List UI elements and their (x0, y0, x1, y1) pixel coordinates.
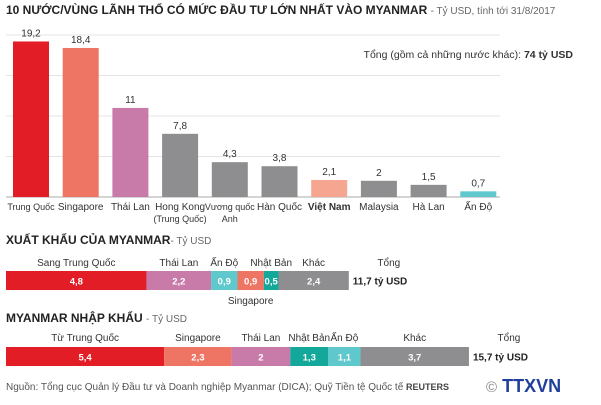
bar (261, 166, 298, 197)
import-title: MYANMAR NHẬP KHẨU - Tỷ USD (6, 311, 187, 325)
bar-value-label: 1,5 (422, 172, 436, 183)
segment (278, 271, 349, 290)
segment (231, 347, 291, 366)
import-subtitle: - Tỷ USD (146, 314, 187, 325)
category-label: Hàn Quốc (257, 201, 302, 213)
copyright-icon: © (486, 379, 498, 396)
segment-name: Thái Lan (159, 258, 198, 269)
import-stacked-bar: 5,4 Từ Trung Quốc 2,3 Singapore 2 Thái Lan 1,3… (6, 331, 528, 366)
category-label: Vương quốc (205, 202, 255, 212)
segment-name: Từ Trung Quốc (51, 332, 119, 344)
segment-value: 2,2 (172, 277, 185, 288)
export-subtitle: - Tỷ USD (170, 236, 212, 247)
category-label: Hà Lan (412, 202, 444, 213)
category-label: (Trung Quốc) (154, 214, 207, 224)
segment-name: Ấn Độ (331, 331, 359, 344)
bar (410, 184, 447, 197)
category-label: Anh (222, 214, 238, 224)
segment-value: 1,1 (338, 353, 352, 364)
bar-value-label: 19,2 (21, 28, 41, 39)
segment-value: 0,5 (265, 277, 279, 288)
bar (311, 179, 348, 197)
total-investment-note: Tổng (gồm cả những nước khác): 74 tỷ USD (364, 49, 573, 61)
bar-value-label: 0,7 (471, 178, 485, 189)
segment-value: 2 (258, 353, 263, 364)
segment-value: 0,9 (218, 277, 231, 288)
bar (162, 133, 199, 197)
segment-name: Singapore (175, 333, 221, 344)
bar-value-label: 2,1 (322, 167, 336, 178)
main-title-text: 10 NƯỚC/VÙNG LÃNH THỔ CÓ MỨC ĐẦU TƯ LỚN … (6, 3, 428, 17)
segment-value: 1,3 (303, 353, 316, 364)
total-label: Tổng (377, 257, 400, 269)
category-label: Thái Lan (111, 202, 150, 213)
segment-value: 0,9 (244, 277, 257, 288)
segment (360, 347, 469, 366)
segment (328, 347, 361, 366)
segment-name: Khác (403, 333, 426, 344)
export-stacked-bar: 4,8 Sang Trung Quốc 2,2 Thái Lan 0,9 Ấn Độ 0,9… (6, 256, 407, 307)
segment (146, 271, 212, 290)
segment (290, 347, 329, 366)
bar-value-label: 3,8 (273, 153, 287, 164)
bar (13, 41, 49, 198)
bar (112, 107, 149, 197)
segment-name: Nhật Bản (288, 333, 330, 344)
category-label: Trung Quốc (7, 202, 55, 212)
total-value: 15,7 tỷ USD (473, 353, 528, 364)
reuters-logo: REUTERS (406, 382, 450, 392)
bar-value-label: 11 (125, 95, 136, 106)
segment-value: 2,3 (191, 353, 204, 364)
segment-value: 4,8 (70, 277, 83, 288)
segment (164, 347, 232, 366)
category-label: Việt Nam (308, 202, 351, 213)
import-title-text: MYANMAR NHẬP KHẨU (6, 311, 143, 325)
category-label: Hong Kong (155, 202, 205, 213)
note-value: 74 tỷ USD (523, 49, 573, 61)
bar-value-label: 18,4 (71, 35, 91, 46)
export-title: XUẤT KHẨU CỦA MYANMAR- Tỷ USD (6, 233, 211, 247)
note-prefix: Tổng (gồm cả những nước khác): (363, 49, 524, 61)
segment (211, 271, 238, 290)
segment-name: Nhật Bản (250, 258, 292, 269)
bar (62, 47, 99, 198)
source-text: Nguồn: Tổng cục Quản lý Đầu tư và Doanh … (6, 382, 404, 393)
segment-name: Ấn Độ (210, 256, 238, 269)
total-value: 11,7 tỷ USD (353, 277, 407, 288)
total-label: Tổng (498, 332, 521, 344)
bar (211, 162, 248, 197)
category-label: Ấn Độ (464, 200, 492, 213)
ttxvn-logo: © TTXVN (486, 376, 561, 397)
segment (237, 271, 264, 290)
bar (460, 191, 497, 197)
segment-name: Sang Trung Quốc (37, 257, 115, 269)
ttxvn-text: TTXVN (502, 376, 562, 396)
main-subtitle: - Tỷ USD, tính tới 31/8/2017 (430, 6, 556, 17)
segment-value: 2,4 (307, 277, 321, 288)
export-title-text: XUẤT KHẨU CỦA MYANMAR (6, 233, 171, 247)
category-label: Singapore (58, 202, 104, 213)
main-chart-title: 10 NƯỚC/VÙNG LÃNH THỔ CÓ MỨC ĐẦU TƯ LỚN … (6, 3, 555, 17)
investment-bar-chart: 19,2 Trung Quốc 18,4 Singapore 11 Thái Lan 7,8… (6, 28, 500, 224)
segment-name: Thái Lan (241, 333, 280, 344)
segment-name: Khác (302, 258, 325, 269)
bar-value-label: 2 (376, 168, 382, 179)
source-note: Nguồn: Tổng cục Quản lý Đầu tư và Doanh … (6, 382, 449, 393)
category-label: Malaysia (359, 202, 399, 213)
bar-value-label: 4,3 (223, 149, 237, 160)
segment (6, 347, 165, 366)
segment (263, 271, 279, 290)
segment-name: Singapore (228, 296, 274, 307)
bar-value-label: 7,8 (173, 121, 187, 132)
bar (360, 180, 397, 197)
segment (6, 271, 147, 290)
segment-value: 5,4 (79, 353, 93, 364)
segment-value: 3,7 (408, 353, 421, 364)
